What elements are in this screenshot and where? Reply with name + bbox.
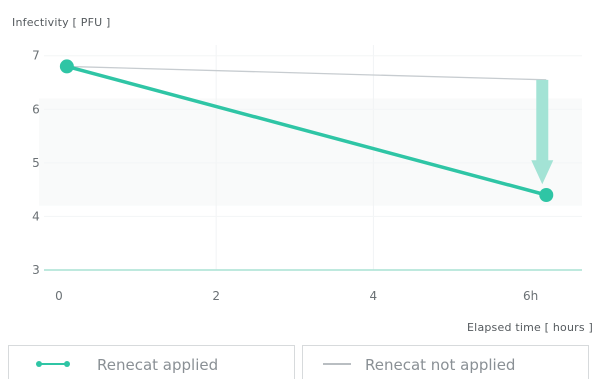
reduction-arrow [531, 79, 554, 185]
y-tick-label: 5 [32, 156, 40, 170]
legend-label-not-applied: Renecat not applied [365, 356, 516, 374]
y-tick-label: 6 [32, 102, 40, 116]
data-point-end [539, 188, 554, 202]
series-line-renecat-applied [65, 64, 549, 197]
legend-swatch-not-applied [323, 363, 351, 365]
legend-marker-left [36, 361, 42, 367]
x-tick-label: 2 [212, 289, 220, 303]
plot-shade [39, 98, 582, 206]
y-tick-label: 3 [32, 263, 40, 277]
legend-label-applied: Renecat applied [97, 356, 219, 374]
data-point-start [59, 59, 74, 74]
y-tick-label: 7 [32, 49, 40, 63]
x-tick-label: 0 [55, 289, 63, 303]
x-axis-title: Elapsed time [ hours ] [467, 321, 593, 334]
series-line-renecat-not-applied [66, 65, 547, 81]
y-tick-label: 4 [32, 209, 40, 223]
x-tick-label: 4 [370, 289, 378, 303]
legend-swatch-applied [39, 363, 67, 365]
legend-item-renecat-applied: Renecat applied [8, 345, 295, 379]
legend-marker-right [64, 361, 70, 367]
x-tick-label: 6h [523, 289, 538, 303]
y-axis-title: Infectivity [ PFU ] [12, 16, 111, 29]
legend-item-renecat-not-applied: Renecat not applied [302, 345, 589, 379]
